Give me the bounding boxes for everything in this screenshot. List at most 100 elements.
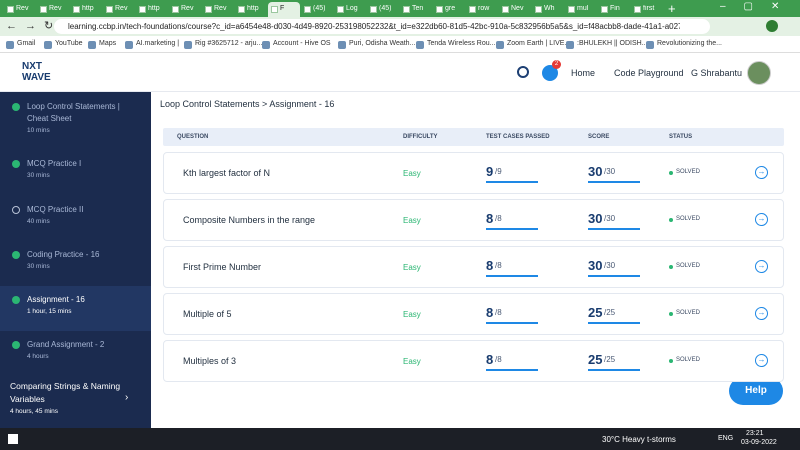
bookmark[interactable]: Account - Hive OS <box>273 40 331 47</box>
tab[interactable] <box>268 2 300 17</box>
sidebar-item-title[interactable]: Assignment - 16 <box>27 295 85 304</box>
progress <box>486 369 538 371</box>
sidebar-item-title[interactable]: MCQ Practice II <box>27 205 84 214</box>
bookmark[interactable]: Zoom Earth | LIVE... <box>507 40 571 47</box>
score: 30 <box>588 211 603 226</box>
tab-icon <box>205 6 212 13</box>
nav-buttons: ←→↻ <box>6 20 62 32</box>
tab-title[interactable]: Rev <box>181 5 194 12</box>
sidebar-item-title[interactable]: Coding Practice - 16 <box>27 250 100 259</box>
bookmark[interactable]: Rig #3625712 - arju... <box>195 40 263 47</box>
status: SOLVED <box>676 310 700 316</box>
bookmark-icon <box>416 41 424 49</box>
max: /30 <box>604 167 616 176</box>
status: SOLVED <box>676 263 700 269</box>
passed: 8 <box>486 352 494 367</box>
user-avatar[interactable] <box>747 61 771 85</box>
section-title[interactable]: Comparing Strings & Naming Variables <box>10 381 121 404</box>
question[interactable]: Multiple of 5 <box>183 309 232 319</box>
start-icon[interactable] <box>8 434 18 444</box>
question[interactable]: First Prime Number <box>183 262 262 272</box>
tab-title[interactable]: Ten <box>412 5 424 12</box>
column-header: SCORE <box>588 134 610 140</box>
url[interactable]: learning.ccbp.in/tech-foundations/course… <box>68 22 680 31</box>
tab-title[interactable]: first <box>643 5 655 12</box>
tab-title[interactable]: http <box>82 5 94 12</box>
tab-icon <box>106 6 113 13</box>
cases: /8 <box>495 355 502 364</box>
tab-title[interactable]: (45) <box>379 5 392 12</box>
user-name[interactable]: G Shrabantu <box>691 68 743 78</box>
section-chevron[interactable]: › <box>125 392 129 403</box>
status: SOLVED <box>676 357 700 363</box>
tab-icon <box>568 6 575 13</box>
tab-title[interactable]: Rev <box>214 5 227 12</box>
tab-title[interactable]: Log <box>346 5 358 12</box>
question[interactable]: Kth largest factor of N <box>183 168 271 178</box>
bookmark[interactable]: :BHULEKH || ODISH... <box>577 40 648 47</box>
tab-title[interactable]: Rev <box>16 5 29 12</box>
sidebar-item-duration: 4 hours <box>27 353 49 360</box>
tab-icon <box>370 6 377 13</box>
bookmark[interactable]: AI.marketing | <box>136 40 180 47</box>
cases: /8 <box>495 214 502 223</box>
tab-title[interactable]: Nev <box>511 5 524 12</box>
bookmark[interactable]: Revolutionizing the... <box>657 40 722 47</box>
bookmark-icon <box>88 41 96 49</box>
open-arrow[interactable]: → <box>755 354 768 367</box>
cases: /9 <box>495 167 502 176</box>
row-card <box>163 340 784 382</box>
bookmark[interactable]: Puri, Odisha Weath... <box>349 40 416 47</box>
taskbar-date: 03-09-2022 <box>741 439 777 446</box>
tab-icon <box>40 6 47 13</box>
tab-title[interactable]: Rev <box>115 5 128 12</box>
tab-title[interactable]: http <box>247 5 259 12</box>
sidebar <box>0 92 151 428</box>
status-dot <box>669 171 673 175</box>
tab-icon <box>139 6 146 13</box>
taskbar-lang: ENG <box>718 435 734 442</box>
tab-title[interactable]: F <box>280 5 285 12</box>
tab-icon <box>403 6 410 13</box>
open-arrow[interactable]: → <box>755 260 768 273</box>
question[interactable]: Composite Numbers in the range <box>183 215 316 225</box>
tab-title[interactable]: http <box>148 5 160 12</box>
cases: /8 <box>495 308 502 317</box>
question[interactable]: Multiples of 3 <box>183 356 237 366</box>
score: 30 <box>588 258 603 273</box>
max: /25 <box>604 355 616 364</box>
tab-title[interactable]: (45) <box>313 5 326 12</box>
tab-title[interactable]: mul <box>577 5 589 12</box>
bookmark[interactable]: YouTube <box>55 40 83 47</box>
notification-badge: 2 <box>552 60 561 69</box>
bookmark[interactable]: Tenda Wireless Rou... <box>427 40 496 47</box>
open-arrow[interactable]: → <box>755 307 768 320</box>
score: 30 <box>588 164 603 179</box>
bookmark[interactable]: Gmail <box>17 40 36 47</box>
tab-title[interactable]: Rev <box>49 5 62 12</box>
bookmark[interactable]: Maps <box>99 40 117 47</box>
tab-title[interactable]: Wh <box>544 5 555 12</box>
bookmark-icon <box>338 41 346 49</box>
tab-title[interactable]: Fin <box>610 5 620 12</box>
section-duration: 4 hours, 45 mins <box>10 408 59 415</box>
passed: 9 <box>486 164 494 179</box>
tab-icon <box>601 6 608 13</box>
tab-icon <box>172 6 179 13</box>
address-box <box>54 19 710 34</box>
tab-title[interactable]: row <box>478 5 490 12</box>
open-arrow[interactable]: → <box>755 166 768 179</box>
chat-icon[interactable] <box>542 65 558 81</box>
sidebar-item-duration: 30 mins <box>27 263 50 270</box>
sidebar-item-title[interactable]: MCQ Practice I <box>27 159 82 168</box>
tab-icon <box>271 6 278 13</box>
new-tab[interactable]: + <box>668 1 676 16</box>
timer-icon[interactable] <box>517 66 529 78</box>
sidebar-item-title[interactable]: Grand Assignment - 2 <box>27 340 105 349</box>
nav-link[interactable]: Home <box>571 68 596 78</box>
nav-link[interactable]: Code Playground <box>614 68 684 78</box>
open-arrow[interactable]: → <box>755 213 768 226</box>
progress <box>486 228 538 230</box>
tab-title[interactable]: gre <box>445 5 456 12</box>
sidebar-item-title[interactable]: Loop Control Statements | Cheat Sheet <box>27 102 120 123</box>
